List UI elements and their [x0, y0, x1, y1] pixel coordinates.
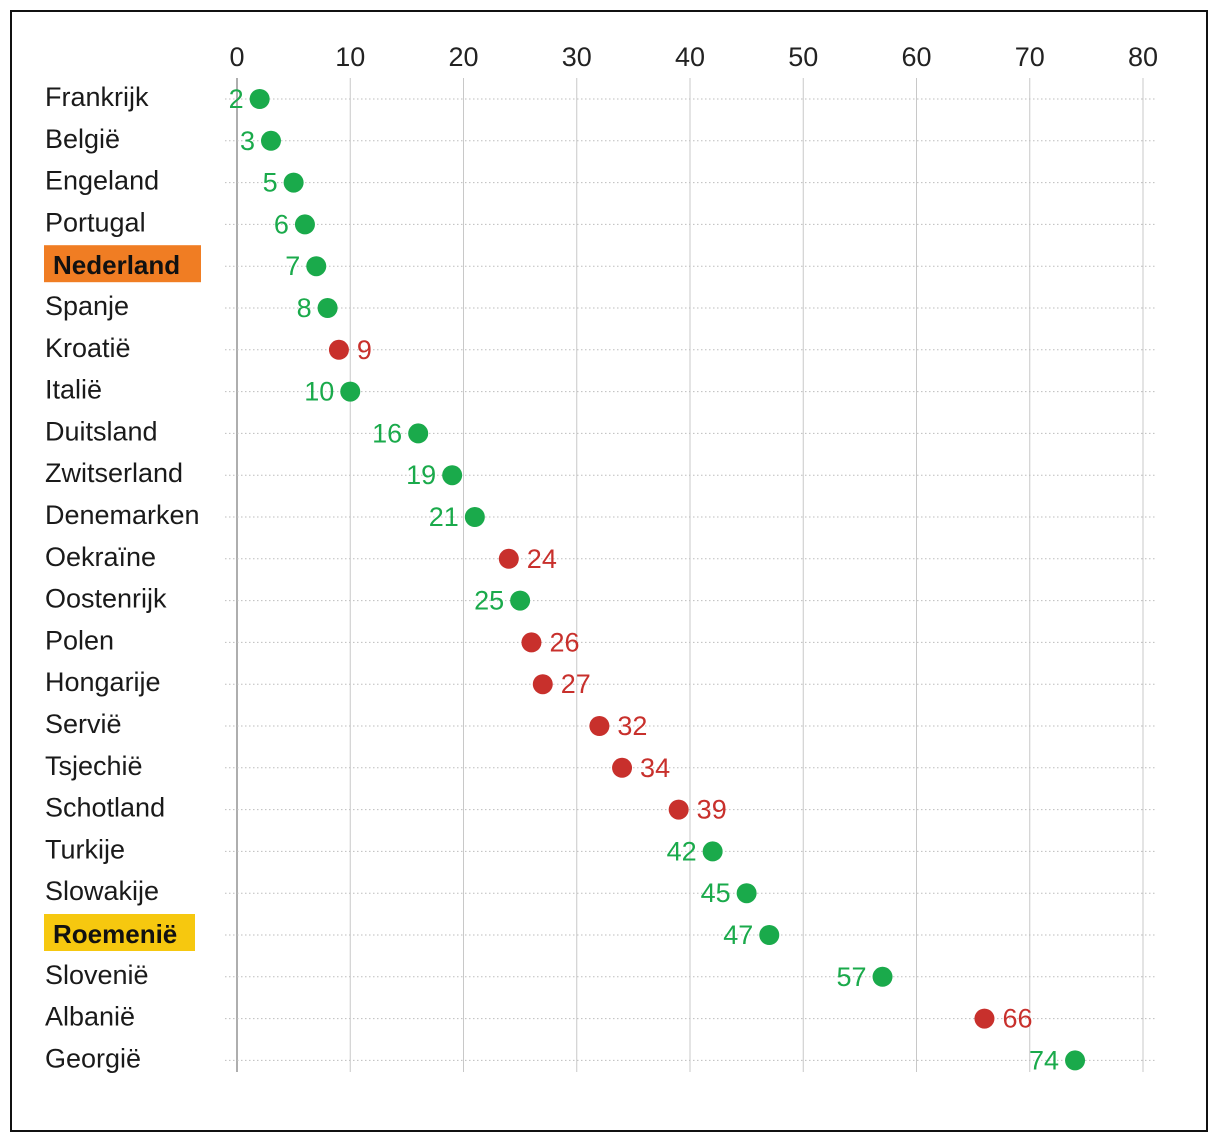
data-point-green [294, 214, 315, 235]
data-point-green [306, 256, 327, 277]
data-point-green [759, 925, 780, 945]
data-point-red [532, 674, 553, 695]
data-point-red [328, 339, 349, 360]
value-label: 9 [357, 335, 372, 365]
grid-layer [236, 78, 1144, 1072]
x-tick-label: 0 [229, 42, 244, 72]
data-point-red [974, 1008, 995, 1029]
country-label: Slowakije [45, 876, 159, 906]
data-point-green [340, 381, 361, 402]
value-label: 34 [640, 753, 670, 783]
data-point-red [521, 632, 542, 653]
value-label: 2 [229, 84, 244, 114]
value-label: 21 [429, 502, 459, 532]
value-label: 42 [667, 836, 697, 866]
x-tick-label: 30 [562, 42, 592, 72]
data-point-red [589, 716, 610, 736]
country-label: Servië [45, 709, 122, 739]
data-point-green [408, 423, 429, 444]
value-label: 74 [1029, 1045, 1059, 1075]
country-label: Turkije [45, 834, 125, 864]
value-label: 27 [561, 669, 591, 699]
value-label: 47 [723, 920, 753, 950]
country-label: Engeland [45, 166, 159, 196]
value-label: 8 [297, 293, 312, 323]
highlight-box-orange [44, 245, 201, 283]
country-label: Zwitserland [45, 458, 183, 488]
x-tick-label: 70 [1015, 42, 1045, 72]
x-tick-label: 20 [448, 42, 478, 72]
data-point-green [872, 966, 893, 987]
country-label: Tsjechië [45, 751, 143, 781]
chart-frame [10, 10, 1208, 1132]
country-label-highlighted: Roemenië [53, 919, 177, 949]
country-labels: Frankrijk België Engeland Portugal Nederland… [44, 82, 201, 1073]
x-tick-label: 40 [675, 42, 705, 72]
country-label: Slovenië [45, 960, 149, 990]
data-point-red [668, 799, 689, 820]
country-label: Albanië [45, 1002, 135, 1032]
country-label: Denemarken [45, 500, 200, 530]
value-label: 25 [474, 586, 504, 616]
country-label: Kroatië [45, 333, 131, 363]
x-tick-label: 50 [788, 42, 818, 72]
value-label: 45 [701, 878, 731, 908]
data-point-green [283, 172, 304, 193]
country-label: Oostenrijk [45, 584, 167, 614]
country-label: Georgië [45, 1043, 141, 1073]
data-point-green [260, 130, 281, 151]
country-label: Italië [45, 375, 102, 405]
value-label: 57 [836, 962, 866, 992]
value-label: 19 [406, 460, 436, 490]
data-point-green [249, 89, 270, 109]
row-guides [225, 98, 1155, 1061]
country-label-highlighted: Nederland [53, 250, 180, 280]
x-tick-label: 60 [901, 42, 931, 72]
x-axis-ticks: 0 10 20 30 40 50 60 70 80 [229, 42, 1158, 72]
country-label: Duitsland [45, 416, 158, 446]
data-point-green [702, 841, 723, 862]
data-point-green [1065, 1050, 1086, 1071]
data-point-red [498, 548, 519, 569]
value-label: 16 [372, 418, 402, 448]
country-label: Hongarije [45, 667, 161, 697]
x-tick-label: 10 [335, 42, 365, 72]
country-label: Schotland [45, 793, 165, 823]
value-label: 5 [263, 168, 278, 198]
value-label: 39 [697, 795, 727, 825]
country-label: Portugal [45, 207, 146, 237]
value-label: 6 [274, 209, 289, 239]
value-label: 7 [285, 251, 300, 281]
value-label: 3 [240, 126, 255, 156]
country-label: België [45, 124, 120, 154]
country-label: Oekraïne [45, 542, 156, 572]
country-label: Polen [45, 625, 114, 655]
value-label: 26 [549, 627, 579, 657]
value-label: 10 [304, 377, 334, 407]
data-point-green [442, 465, 463, 486]
value-label: 32 [617, 711, 647, 741]
x-tick-label: 80 [1128, 42, 1158, 72]
data-point-green [317, 298, 338, 318]
country-label: Spanje [45, 291, 129, 321]
data-point-green [464, 507, 485, 527]
data-point-green [736, 883, 757, 904]
highlight-box-yellow [44, 914, 195, 951]
data-point-green [510, 590, 531, 611]
value-label: 66 [1002, 1004, 1032, 1034]
value-label: 24 [527, 544, 557, 574]
data-point-red [612, 757, 633, 778]
country-label: Frankrijk [45, 82, 149, 112]
